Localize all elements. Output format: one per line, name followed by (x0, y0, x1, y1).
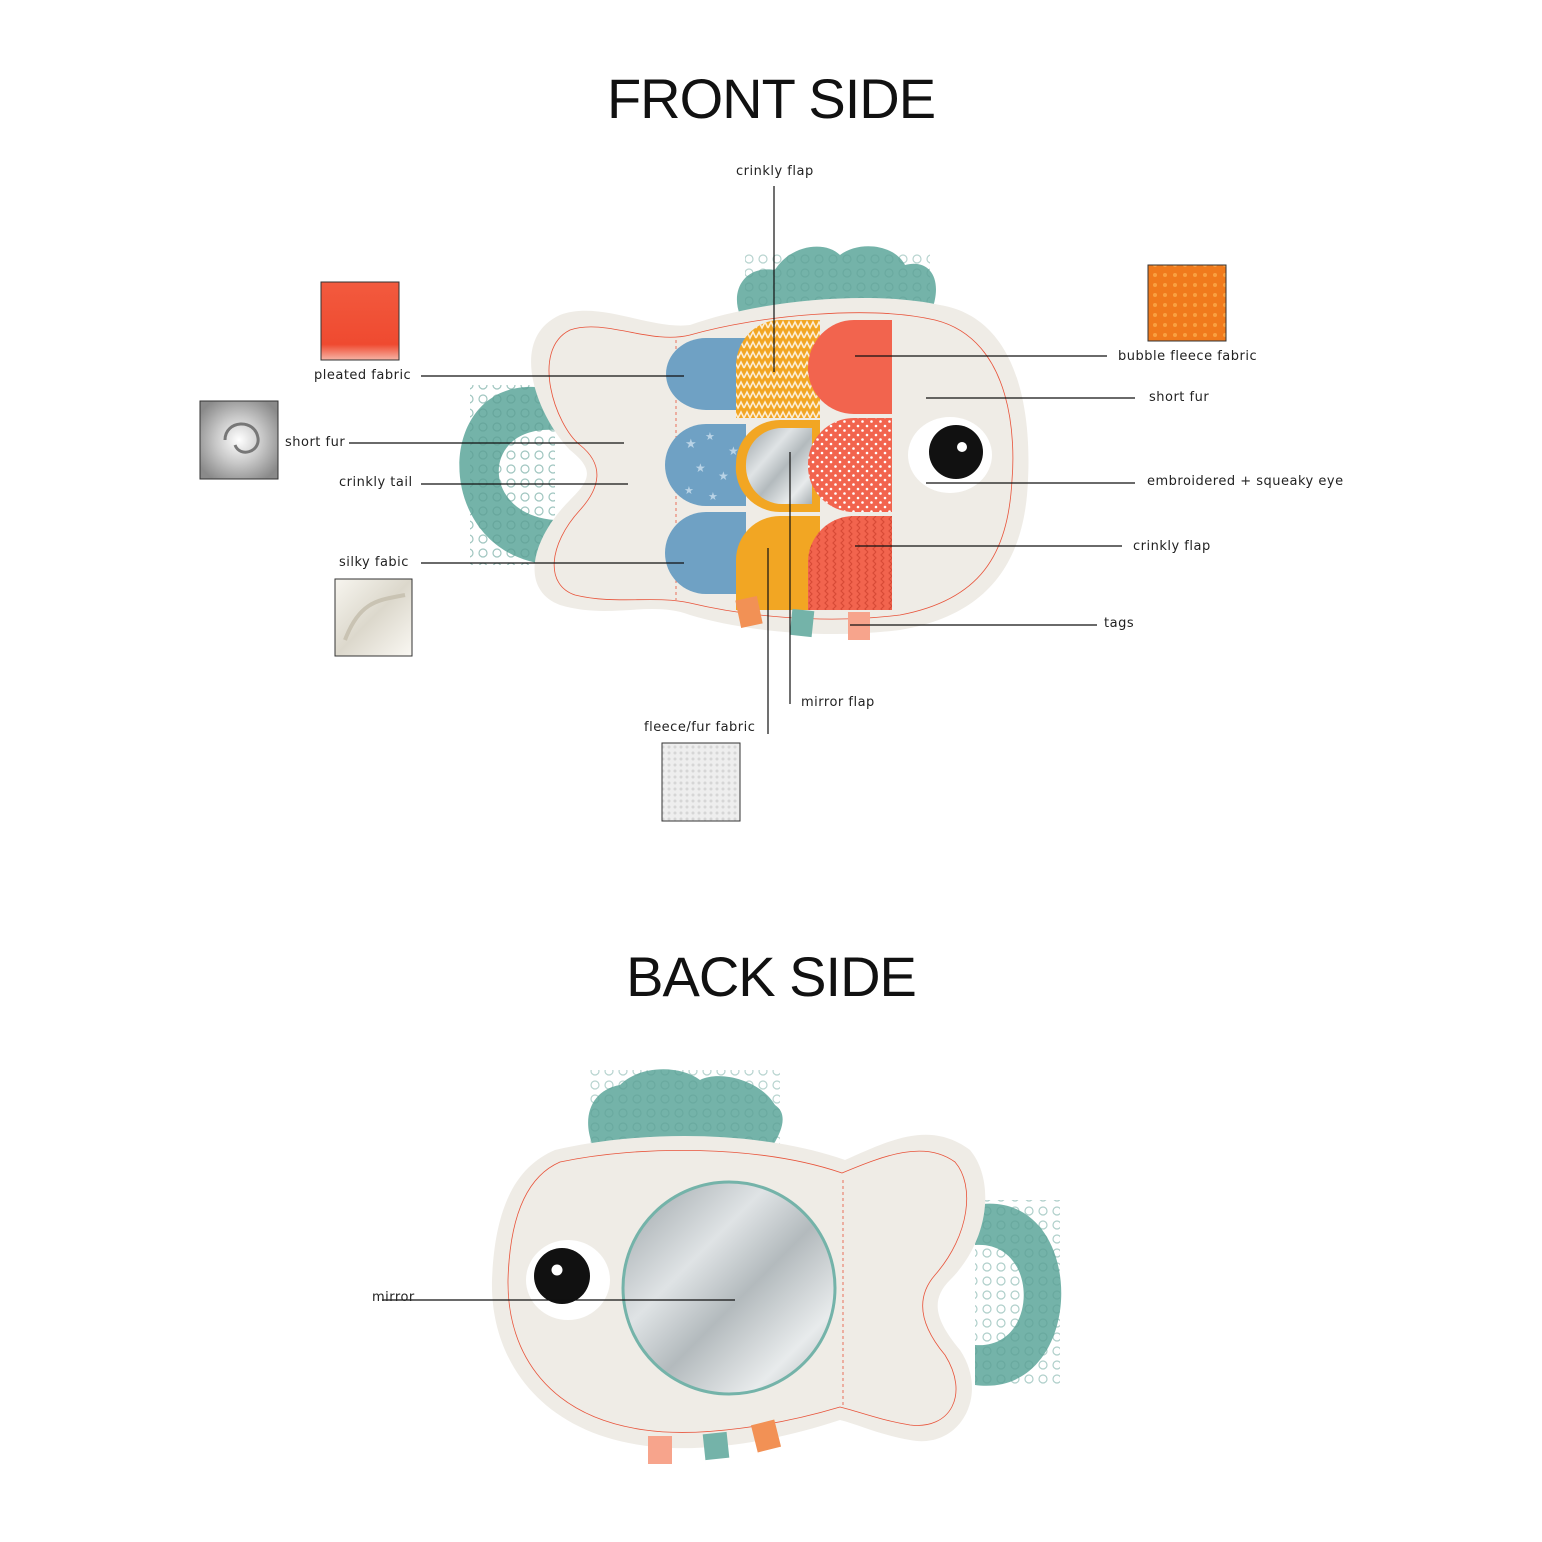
svg-text:★: ★ (684, 484, 694, 497)
front-tag-teal (789, 608, 815, 638)
swatch-bubble-fleece (1147, 264, 1227, 342)
swatch-silky (334, 578, 413, 657)
label-fleece-fur: fleece/fur fabric (644, 720, 756, 735)
swatch-fleece-fur (661, 742, 741, 822)
label-pleated-fabric: pleated fabric (314, 368, 412, 383)
yellow-flap-bottom (736, 516, 820, 610)
svg-text:★: ★ (685, 437, 697, 452)
back-tag-teal (702, 1431, 730, 1461)
label-squeaky-eye: embroidered + squeaky eye (1147, 474, 1344, 489)
back-tag-orange (750, 1419, 782, 1453)
back-eye-pupil (534, 1248, 590, 1304)
svg-text:★: ★ (718, 469, 729, 483)
blue-flap-top (666, 338, 746, 410)
label-crinkly-flap-top: crinkly flap (736, 164, 814, 179)
front-leader-lines (349, 186, 1135, 734)
svg-text:★: ★ (695, 461, 706, 475)
front-eye-pupil (929, 425, 983, 479)
fabric-swatches (199, 264, 1227, 822)
coral-flap-top (808, 320, 892, 414)
back-fish (491, 1069, 1062, 1464)
front-side-title: FRONT SIDE (606, 67, 936, 130)
label-tags: tags (1104, 616, 1135, 631)
blue-flap-mid (665, 424, 746, 506)
back-side-title: BACK SIDE (626, 945, 917, 1008)
label-short-fur-left: short fur (285, 435, 346, 450)
label-crinkly-flap-right: crinkly flap (1133, 539, 1211, 554)
label-mirror: mirror (372, 1290, 415, 1305)
swatch-pleated (320, 281, 400, 361)
blue-flap-bottom (665, 512, 746, 594)
back-tag-pink (648, 1436, 672, 1464)
label-silky-fabic: silky fabic (339, 555, 409, 570)
svg-text:★: ★ (708, 490, 718, 503)
back-mirror (621, 1180, 837, 1396)
label-crinkly-tail: crinkly tail (339, 475, 413, 490)
front-fish: ★ ★ ★ ★ ★ ★ ★ (459, 246, 1029, 640)
label-mirror-flap: mirror flap (801, 695, 875, 710)
front-tag-orange (735, 596, 763, 628)
label-bubble-fleece: bubble fleece fabric (1118, 349, 1258, 364)
front-tag-pink (848, 612, 870, 640)
svg-text:★: ★ (728, 444, 739, 458)
svg-text:★: ★ (705, 430, 715, 443)
label-short-fur-right: short fur (1149, 390, 1210, 405)
swatch-short-fur (199, 400, 279, 480)
